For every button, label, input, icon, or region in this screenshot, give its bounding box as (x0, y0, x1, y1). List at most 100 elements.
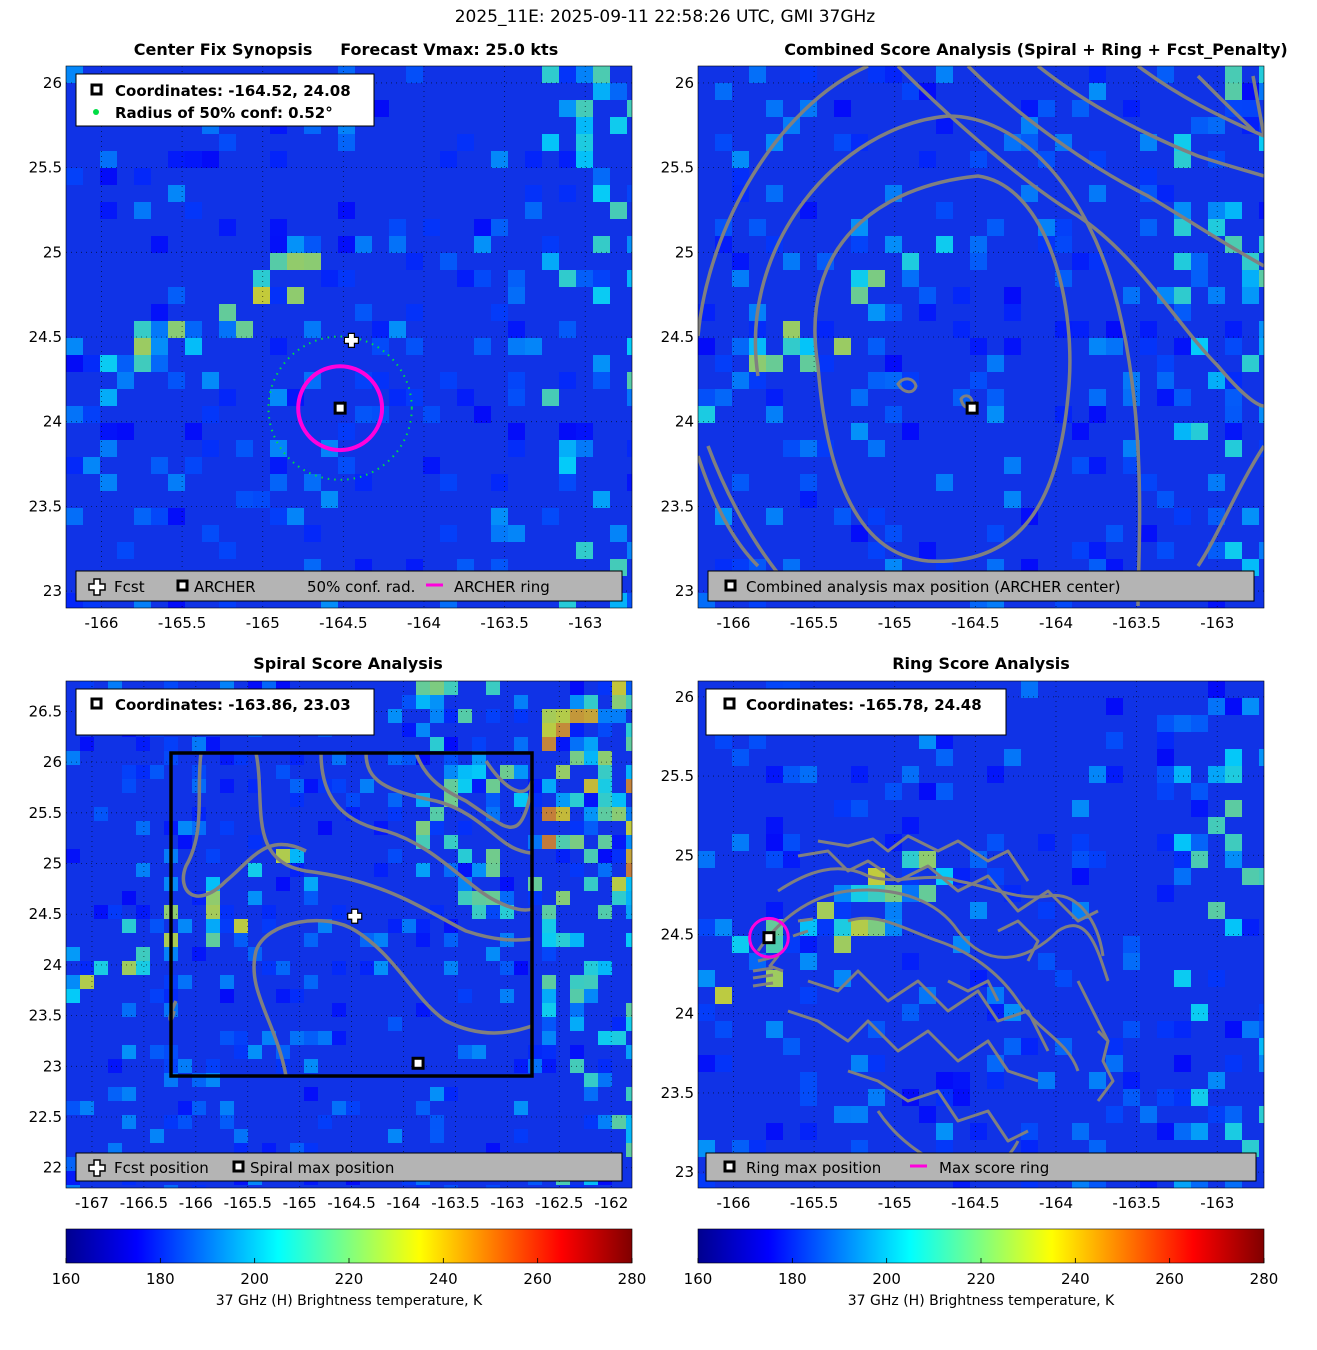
max-position-marker (762, 931, 776, 945)
heatmap-cell (584, 961, 598, 975)
heatmap-cell (491, 508, 508, 525)
heatmap-cell (584, 709, 598, 723)
heatmap-cell (1242, 868, 1259, 885)
heatmap-cell (584, 877, 598, 891)
contour-line (254, 752, 533, 942)
heatmap-cell (1259, 749, 1264, 766)
heatmap-cell (570, 1185, 584, 1188)
heatmap-cell (598, 863, 612, 877)
heatmap-cell (1259, 1004, 1264, 1021)
heatmap-cell (783, 851, 800, 868)
info-box (75, 73, 375, 127)
legend-ring-label: ARCHER ring (454, 578, 550, 596)
heatmap-cell (593, 185, 610, 202)
heatmap-cell (151, 321, 168, 338)
heatmap-cell (508, 423, 525, 440)
heatmap-cell (627, 236, 632, 253)
heatmap-cell (472, 779, 486, 793)
heatmap-cell (970, 338, 987, 355)
heatmap-cell (360, 779, 374, 793)
heatmap-cell (151, 304, 168, 321)
heatmap-cell (1259, 321, 1264, 338)
heatmap-cell (570, 975, 584, 989)
heatmap-cell (108, 1059, 122, 1073)
heatmap-cell (318, 821, 332, 835)
contour-line (752, 966, 774, 988)
heatmap-cell (732, 270, 749, 287)
heatmap-cell (276, 961, 290, 975)
heatmap-cell (202, 151, 219, 168)
heatmap-cell (570, 709, 584, 723)
legend-max-ring-label: Max score ring (939, 1159, 1049, 1177)
heatmap-cell (987, 1072, 1004, 1089)
heatmap-cell (304, 236, 321, 253)
heatmap-cell (491, 525, 508, 542)
heatmap-cell (902, 766, 919, 783)
heatmap-cell (556, 793, 570, 807)
heatmap-cell (598, 779, 612, 793)
contour-line (1196, 445, 1264, 567)
heatmap-cell (66, 1185, 80, 1188)
heatmap-cell (206, 919, 220, 933)
heatmap-cell (458, 891, 472, 905)
heatmap-cell (304, 975, 318, 989)
heatmap-cell (219, 542, 236, 559)
heatmap-cell (834, 800, 851, 817)
heatmap-cell (626, 877, 632, 891)
heatmap-cell (1072, 423, 1089, 440)
heatmap-cell (902, 817, 919, 834)
search-box (169, 751, 534, 1078)
heatmap-cell (542, 709, 556, 723)
colorbar-tick-label: 180 (146, 1270, 175, 1288)
plot-area-center-fix: Coordinates: -164.52, 24.08 Radius of 50… (66, 66, 632, 608)
heatmap-cell (1208, 287, 1225, 304)
heatmap-cell (1225, 834, 1242, 851)
heatmap-cell (474, 219, 491, 236)
heatmap-cell (1208, 681, 1225, 698)
heatmap-cell (953, 321, 970, 338)
heatmap-cell (576, 423, 593, 440)
heatmap-cell (94, 807, 108, 821)
heatmap-cell (766, 389, 783, 406)
heatmap-cell (970, 151, 987, 168)
colorbar-tick-label: 260 (1155, 1270, 1184, 1288)
heatmap-cell (1072, 834, 1089, 851)
heatmap-cell (151, 508, 168, 525)
heatmap-cell (388, 793, 402, 807)
heatmap-cell (528, 835, 542, 849)
heatmap-cell (1021, 681, 1038, 698)
heatmap-cell (1072, 542, 1089, 559)
heatmap-cell (444, 709, 458, 723)
y-tick-label: 25.5 (29, 159, 62, 177)
heatmap-cell (851, 287, 868, 304)
heatmap-cell (100, 440, 117, 457)
x-tick-label: -164.5 (319, 614, 367, 632)
heatmap-cell (248, 891, 262, 905)
heatmap-cell (749, 219, 766, 236)
contour-line (1076, 980, 1110, 1042)
heatmap-cell (206, 1059, 220, 1073)
heatmap-cell (1157, 715, 1174, 732)
heatmap-cell (732, 474, 749, 491)
heatmap-cell (800, 1089, 817, 1106)
legend-box (705, 1152, 1257, 1182)
heatmap-cell (626, 807, 632, 821)
heatmap-cell (234, 933, 248, 947)
heatmap-cell (122, 1003, 136, 1017)
heatmap-cell (612, 1115, 626, 1129)
heatmap-cell (134, 338, 151, 355)
heatmap-cell (150, 919, 164, 933)
heatmap-cell (584, 1087, 598, 1101)
y-tick-label: 24.5 (661, 926, 694, 944)
heatmap-cell (1157, 1089, 1174, 1106)
contour-line (787, 1009, 1039, 1083)
heatmap-cell (715, 1055, 732, 1072)
heatmap-cell (1191, 423, 1208, 440)
colorbar-tick-label: 280 (1250, 1270, 1279, 1288)
heatmap-cell (416, 821, 430, 835)
heatmap-cell (584, 695, 598, 709)
contour-line (1136, 66, 1264, 138)
x-axis-ticks: -167 -166.5 -166 -165.5 -165 -164.5 -164 -163.5… (75, 1194, 628, 1212)
heatmap-cell (206, 933, 220, 947)
heatmap-cell (178, 919, 192, 933)
